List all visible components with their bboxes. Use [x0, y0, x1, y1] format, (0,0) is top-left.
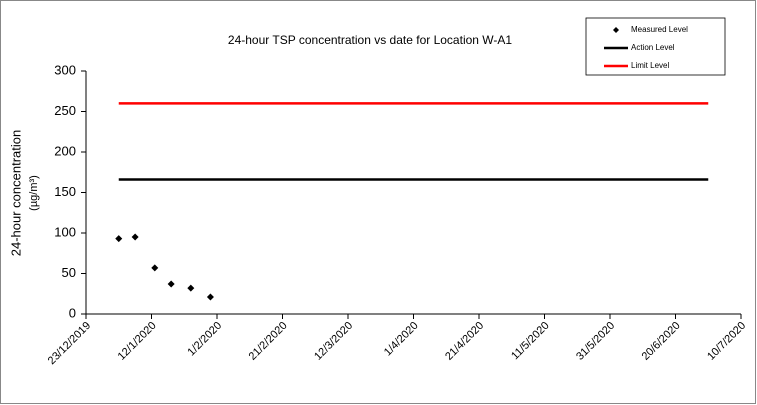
data-point	[167, 280, 175, 288]
data-point	[115, 235, 123, 243]
legend-marker	[613, 27, 619, 33]
y-axis-title: 24-hour concentration (µg/m³)	[8, 130, 39, 256]
data-point	[206, 293, 214, 301]
legend-label: Measured Level	[631, 25, 688, 34]
data-point	[187, 284, 195, 292]
legend-label: Action Level	[631, 43, 675, 52]
y-tick-label: 300	[54, 62, 76, 77]
y-tick-label: 250	[54, 103, 76, 118]
data-point	[151, 264, 159, 272]
y-axis-title-line: (µg/m³)	[28, 175, 40, 211]
chart-title: 24-hour TSP concentration vs date for Lo…	[228, 33, 512, 47]
legend-label: Limit Level	[631, 61, 669, 70]
data-point	[131, 233, 139, 241]
y-axis-title-line: 24-hour concentration	[8, 130, 23, 256]
y-tick-label: 50	[62, 265, 76, 280]
y-tick-label: 200	[54, 143, 76, 158]
y-tick-label: 100	[54, 224, 76, 239]
y-tick-label: 150	[54, 184, 76, 199]
y-tick-label: 0	[69, 305, 76, 320]
